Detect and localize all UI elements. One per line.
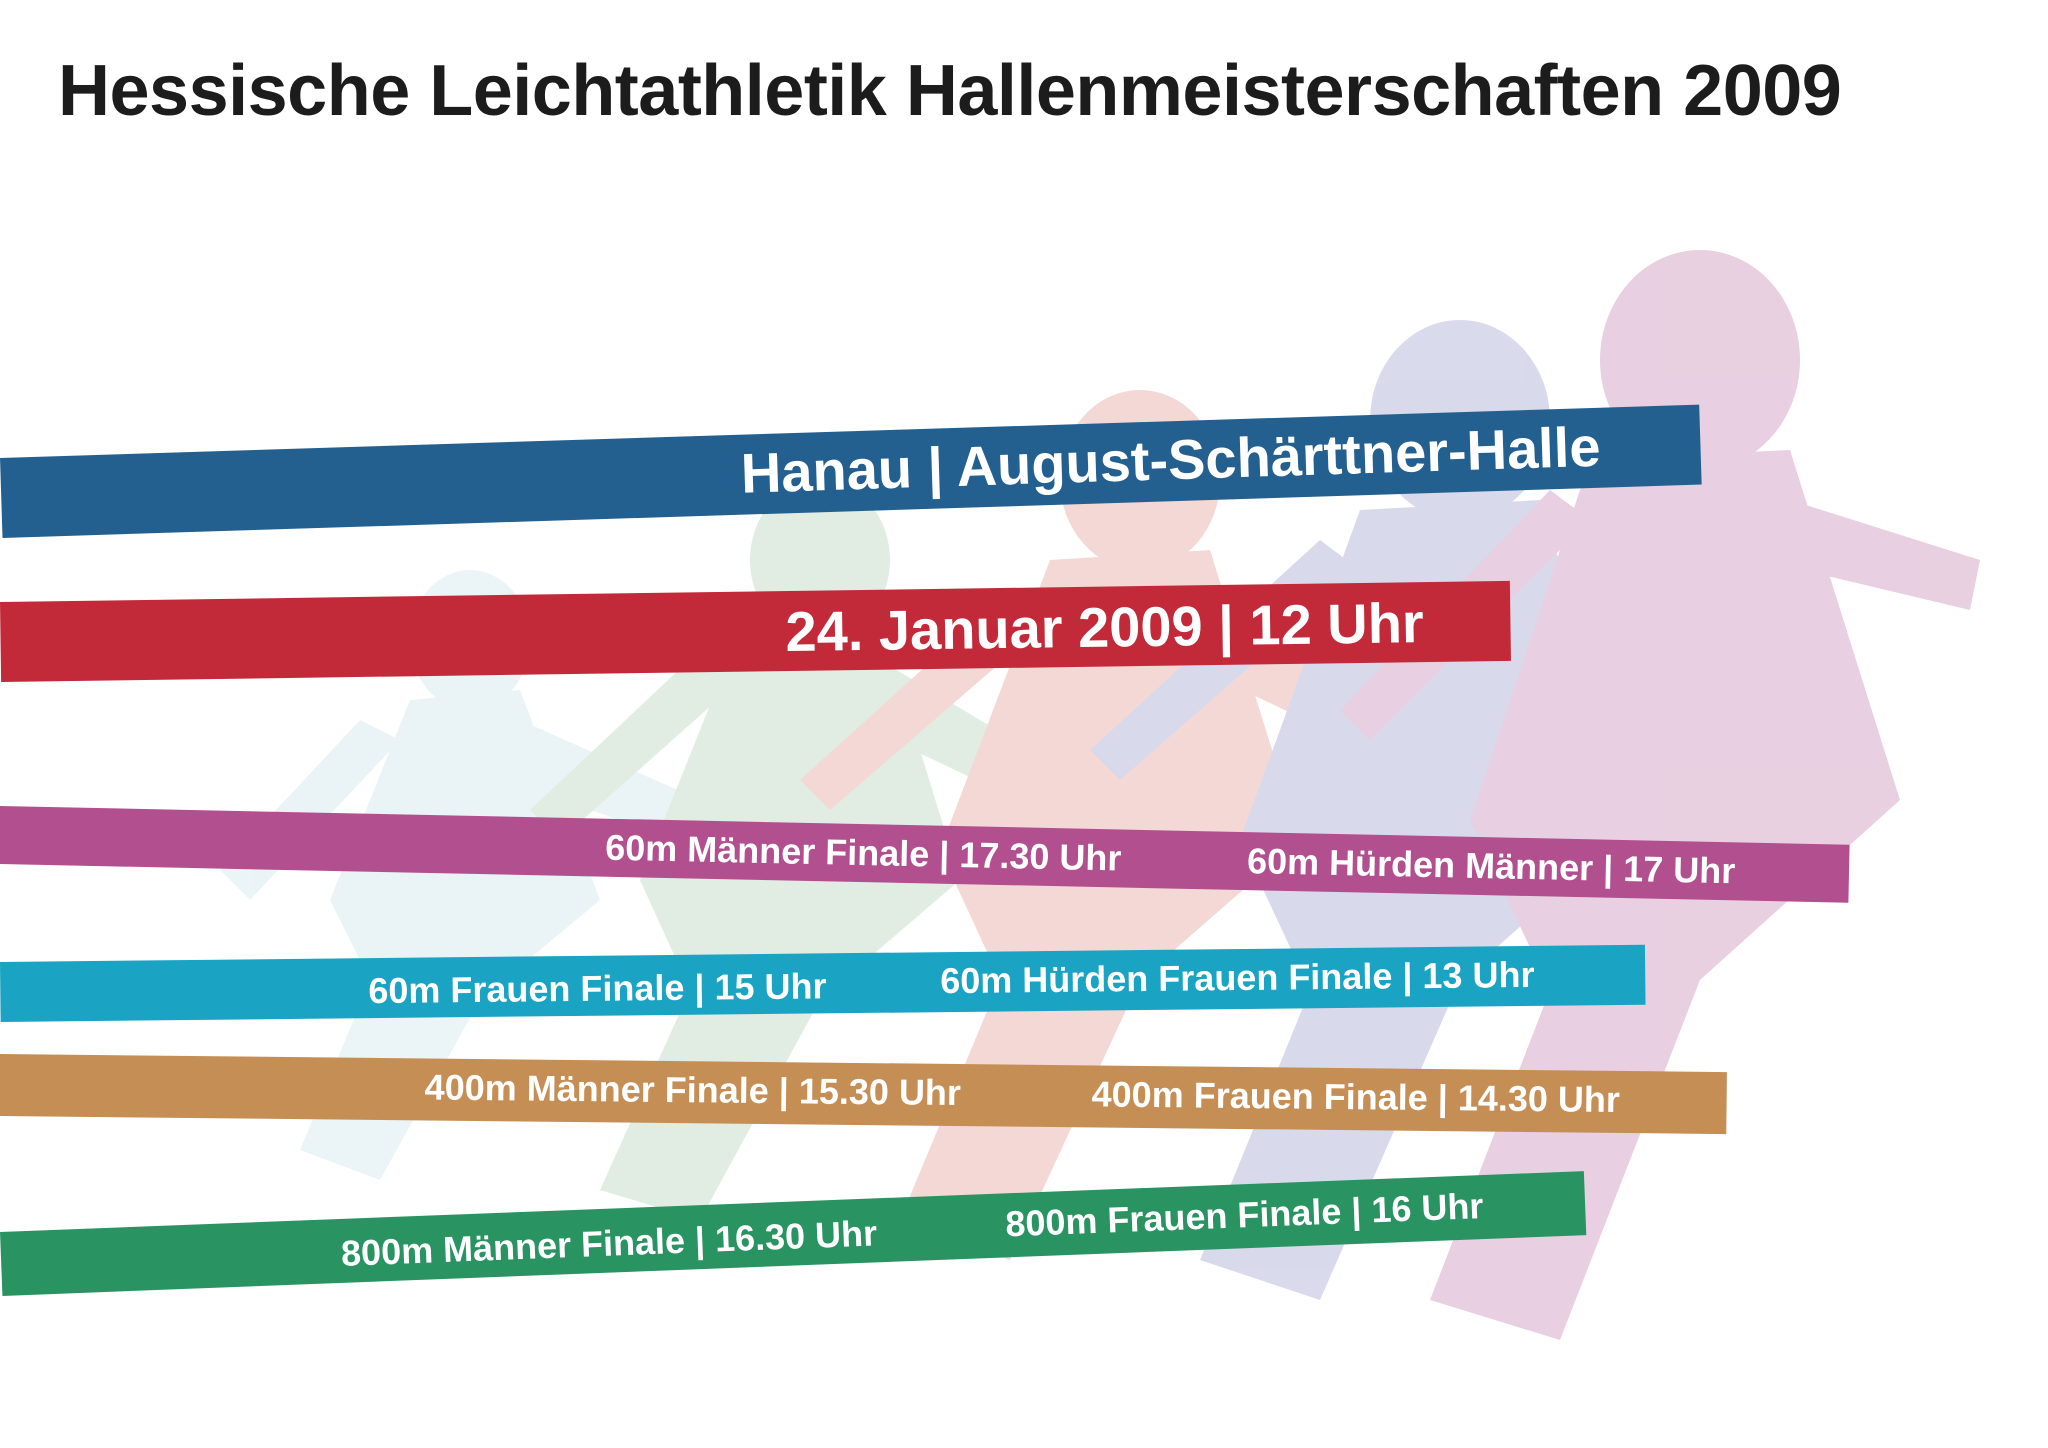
event-60m-women-hurdles-final: 60m Hürden Frauen Finale | 13 Uhr (940, 953, 1535, 1002)
date-time-label: 24. Januar 2009 | 12 Uhr (785, 591, 1425, 664)
event-400m-men-final: 400m Männer Finale | 15.30 Uhr (424, 1066, 962, 1114)
event-60m-men-hurdles: 60m Hürden Männer | 17 Uhr (1246, 840, 1736, 892)
page-title: Hessische Leichtathletik Hallenmeistersc… (58, 51, 1842, 131)
event-60m-women-final: 60m Frauen Finale | 15 Uhr (368, 965, 827, 1012)
event-800m-women-final: 800m Frauen Finale | 16 Uhr (1004, 1185, 1485, 1245)
event-60m-men-final: 60m Männer Finale | 17.30 Uhr (604, 826, 1122, 879)
event-400m-women-final: 400m Frauen Finale | 14.30 Uhr (1091, 1073, 1621, 1120)
